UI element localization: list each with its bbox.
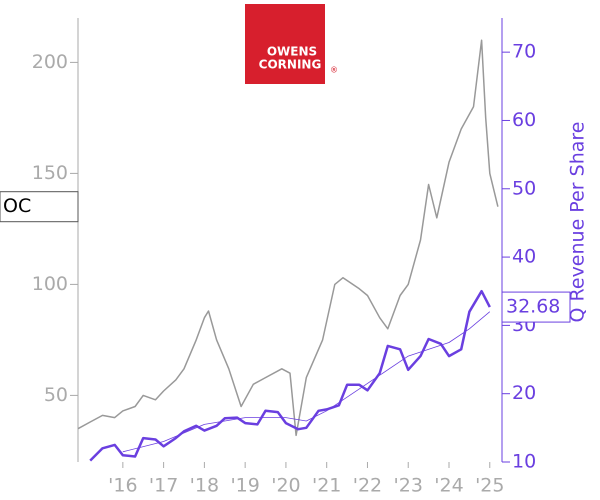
x-tick-label: '23	[394, 475, 423, 497]
x-tick-label: '20	[271, 475, 300, 497]
y-tick-label: 150	[32, 162, 68, 184]
y2-tick-label: 50	[512, 177, 536, 199]
y2-tick-label: 20	[512, 382, 536, 404]
y2-axis-title: Q Revenue Per Share	[567, 122, 589, 323]
y-tick-label: 200	[32, 51, 68, 73]
last-value-box	[501, 291, 571, 323]
y2-tick-label: 60	[512, 109, 536, 131]
x-tick-label: '17	[149, 475, 178, 497]
ticker-label: OC	[3, 195, 31, 217]
ticker-box	[0, 191, 79, 223]
last-value-label: 32.68	[506, 296, 560, 318]
series-line	[77, 39, 499, 437]
logo-box	[245, 4, 325, 84]
x-tick-label: '19	[230, 475, 259, 497]
y2-tick-label: 10	[512, 451, 536, 473]
y-tick-label: 100	[32, 273, 68, 295]
x-tick-label: '21	[312, 475, 341, 497]
series-line	[122, 311, 491, 453]
logo-text: CORNING	[259, 58, 322, 72]
logo-text: OWENS	[267, 45, 317, 59]
x-tick-label: '22	[353, 475, 382, 497]
logo-mark: ®	[330, 66, 338, 75]
x-tick-label: '18	[190, 475, 219, 497]
x-tick-label: '16	[108, 475, 137, 497]
x-tick-label: '24	[434, 475, 463, 497]
x-tick-label: '25	[475, 475, 504, 497]
y2-tick-label: 40	[512, 246, 536, 268]
y-tick-label: 50	[44, 384, 68, 406]
y2-tick-label: 70	[512, 41, 536, 63]
